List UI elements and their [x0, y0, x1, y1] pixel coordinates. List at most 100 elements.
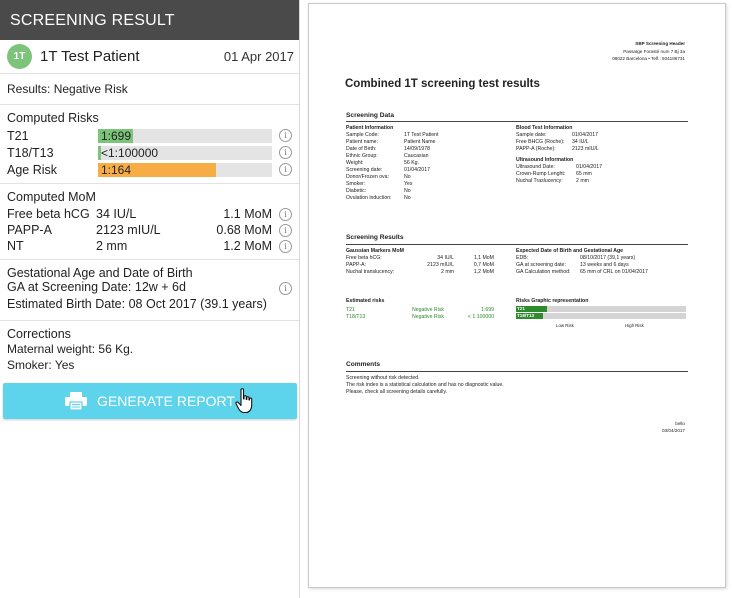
marker-row: PAPP-A: 2123 mIU/L 0,7 MoM: [346, 262, 496, 269]
ultrasound-list: Ultrasound Date: 01/04/2017 Crown-Rump Len…: [516, 164, 686, 185]
marker-value: 2123 mIU/L: [427, 262, 454, 268]
computed-risks-title: Computed Risks: [7, 111, 99, 125]
expected-list: EDB: 08/10/2017 (39,1 years) GA at screeni…: [516, 255, 688, 276]
hand-cursor-icon: [235, 388, 253, 414]
info-icon[interactable]: i: [279, 223, 292, 237]
field-value: 65 mm of CRL on 01/04/2017: [580, 269, 648, 275]
report-field: Ultrasound Date: 01/04/2017: [516, 164, 686, 171]
field-label: Weight:: [346, 160, 364, 166]
mom-label: PAPP-A: [7, 223, 52, 237]
comments-text: Screening without risk detected. The ris…: [346, 375, 686, 396]
comment-line: The risk index is a statistical calculat…: [346, 382, 504, 388]
info-icon[interactable]: i: [279, 129, 292, 142]
field-value: Patient Name: [404, 139, 436, 145]
gestational-age-title: Gestational Age and Date of Birth: [7, 266, 193, 280]
risk-row: T18/T13 <1:100000 i: [7, 144, 292, 161]
risk-label: T21: [7, 128, 29, 143]
results-section: Results: Negative Risk: [0, 74, 299, 105]
report-field: Donor/Frozen ova: No: [346, 174, 506, 181]
printer-icon: [65, 392, 88, 410]
info-icon[interactable]: i: [279, 239, 292, 253]
comment-line: Screening without risk detected.: [346, 375, 420, 381]
info-icon[interactable]: i: [279, 282, 292, 295]
risk-name: T21: [346, 307, 355, 313]
patient-info-list: Sample Code: 1T Test Patient Patient name:…: [346, 132, 506, 202]
field-value: 56 Kg.: [404, 160, 419, 166]
report-field: Weight: 56 Kg.: [346, 160, 506, 167]
generate-report-button[interactable]: GENERATE REPORT: [3, 383, 297, 419]
risk-bar-fill: [98, 128, 133, 143]
computed-risks-section: Computed Risks T21 1:699 i T18/T13 <1:100000…: [0, 105, 299, 184]
info-icon[interactable]: i: [279, 207, 292, 221]
field-value: 2123 mIU/L: [572, 146, 599, 152]
blood-test-list: Sample date: 01/04/2017 Free BHCG (Roche):…: [516, 132, 686, 153]
mom-value: 2123 mIU/L: [96, 223, 161, 237]
gestational-age-lines: GA at Screening Date: 12w + 6d Estimated…: [7, 280, 279, 314]
field-value: No: [404, 195, 411, 201]
screening-result-panel: SCREENING RESULT 1T 1T Test Patient 01 A…: [0, 0, 300, 598]
report-field: Nuchal Traslucency: 2 mm: [516, 178, 686, 185]
low-risk-label: Low Risk: [556, 323, 574, 328]
screening-results-title: Screening Results: [346, 234, 404, 241]
marker-label: Nuchal translucency:: [346, 269, 395, 275]
report-field: EDB: 08/10/2017 (39,1 years): [516, 255, 688, 262]
marker-label: PAPP-A:: [346, 262, 367, 268]
estimated-risks: Estimated risks T21 Negative Risk 1:699 T18…: [346, 298, 496, 321]
ga-value: 12w + 6d: [134, 280, 186, 294]
risk-row: Age Risk 1:164 i: [7, 161, 292, 178]
screening-data-title: Screening Data: [346, 112, 395, 119]
risk-list: T21 1:699 i T18/T13 <1:100000 i Age Risk 1:164 i: [7, 127, 292, 178]
report-field: Screening date: 01/04/2017: [346, 167, 506, 174]
field-label: GA at screening date:: [516, 262, 566, 268]
field-label: Sample Code:: [346, 132, 379, 138]
field-value: 01/04/2017: [572, 132, 598, 138]
field-label: Ultrasound Date:: [516, 164, 555, 170]
report-preview: SBP Screening Header Passatge Forasté nu…: [308, 3, 726, 588]
risk-value: 1:164: [101, 162, 132, 177]
field-value: No: [404, 188, 411, 194]
field-label: Screening date:: [346, 167, 383, 173]
mom-label: Free beta hCG: [7, 207, 90, 221]
field-value: Caucasian: [404, 153, 429, 159]
mom-row: NT 2 mm 1.2 MoM i: [7, 238, 292, 254]
report-field: Sample Code: 1T Test Patient: [346, 132, 506, 139]
weight-label: Maternal weight:: [7, 342, 96, 356]
field-label: Sample date:: [516, 132, 547, 138]
report-field: GA at screening date: 13 weeks and 6 days: [516, 262, 688, 269]
field-value: 01/04/2017: [576, 164, 602, 170]
info-icon[interactable]: i: [279, 163, 292, 176]
report-field: Patient name: Patient Name: [346, 139, 506, 146]
results-line: Results: Negative Risk: [7, 74, 292, 104]
field-value: 13 weeks and 6 days: [580, 262, 629, 268]
weight-value: 56 Kg.: [98, 342, 134, 356]
computed-mom-title: Computed MoM: [7, 190, 96, 204]
marker-mom: 1,2 MoM: [473, 269, 494, 275]
field-value: 2 mm: [576, 178, 589, 184]
corrections-title: Corrections: [7, 327, 71, 341]
divider: [346, 371, 688, 372]
mom-ratio: 1.2 MoM: [223, 239, 272, 253]
info-icon[interactable]: i: [279, 146, 292, 159]
expected-title: Expected Date of Birth and Gestational A…: [516, 248, 624, 254]
risk-result: Negative Risk: [412, 314, 445, 320]
markers-list: Free beta hCG: 34 IU/L 1,1 MoM PAPP-A: 2123 …: [346, 255, 496, 276]
computed-mom-section: Computed MoM Free beta hCG 34 IU/L 1.1 MoM…: [0, 184, 299, 260]
risks-graphic: Risks Graphic representation: [516, 298, 688, 305]
field-label: Crown-Rump Lenght:: [516, 171, 566, 177]
mom-row: Free beta hCG 34 IU/L 1.1 MoM i: [7, 206, 292, 222]
risk-graph-fill: T18/T13: [516, 313, 543, 319]
risk-bar-fill: [98, 145, 102, 160]
risk-ratio: < 1:100000: [467, 314, 494, 320]
letterhead-line: Passatge Forasté num 7 Bj 3a: [623, 48, 685, 54]
report-field: Sample date: 01/04/2017: [516, 132, 686, 139]
patient-row: 1T 1T Test Patient 01 Apr 2017: [0, 40, 299, 74]
expected-dates: Expected Date of Birth and Gestational A…: [516, 248, 688, 276]
field-label: Donor/Frozen ova:: [346, 174, 389, 180]
risk-value: 1:699: [101, 128, 132, 143]
ebd-value: 08 Oct 2017 (39.1 years): [128, 297, 267, 311]
field-value: 1T Test Patient: [404, 132, 439, 138]
risk-result: Negative Risk: [412, 307, 445, 313]
field-value: 01/04/2017: [404, 167, 430, 173]
report-field: GA Calculation method: 65 mm of CRL on 01…: [516, 269, 688, 276]
ga-label: GA at Screening Date:: [7, 280, 132, 294]
